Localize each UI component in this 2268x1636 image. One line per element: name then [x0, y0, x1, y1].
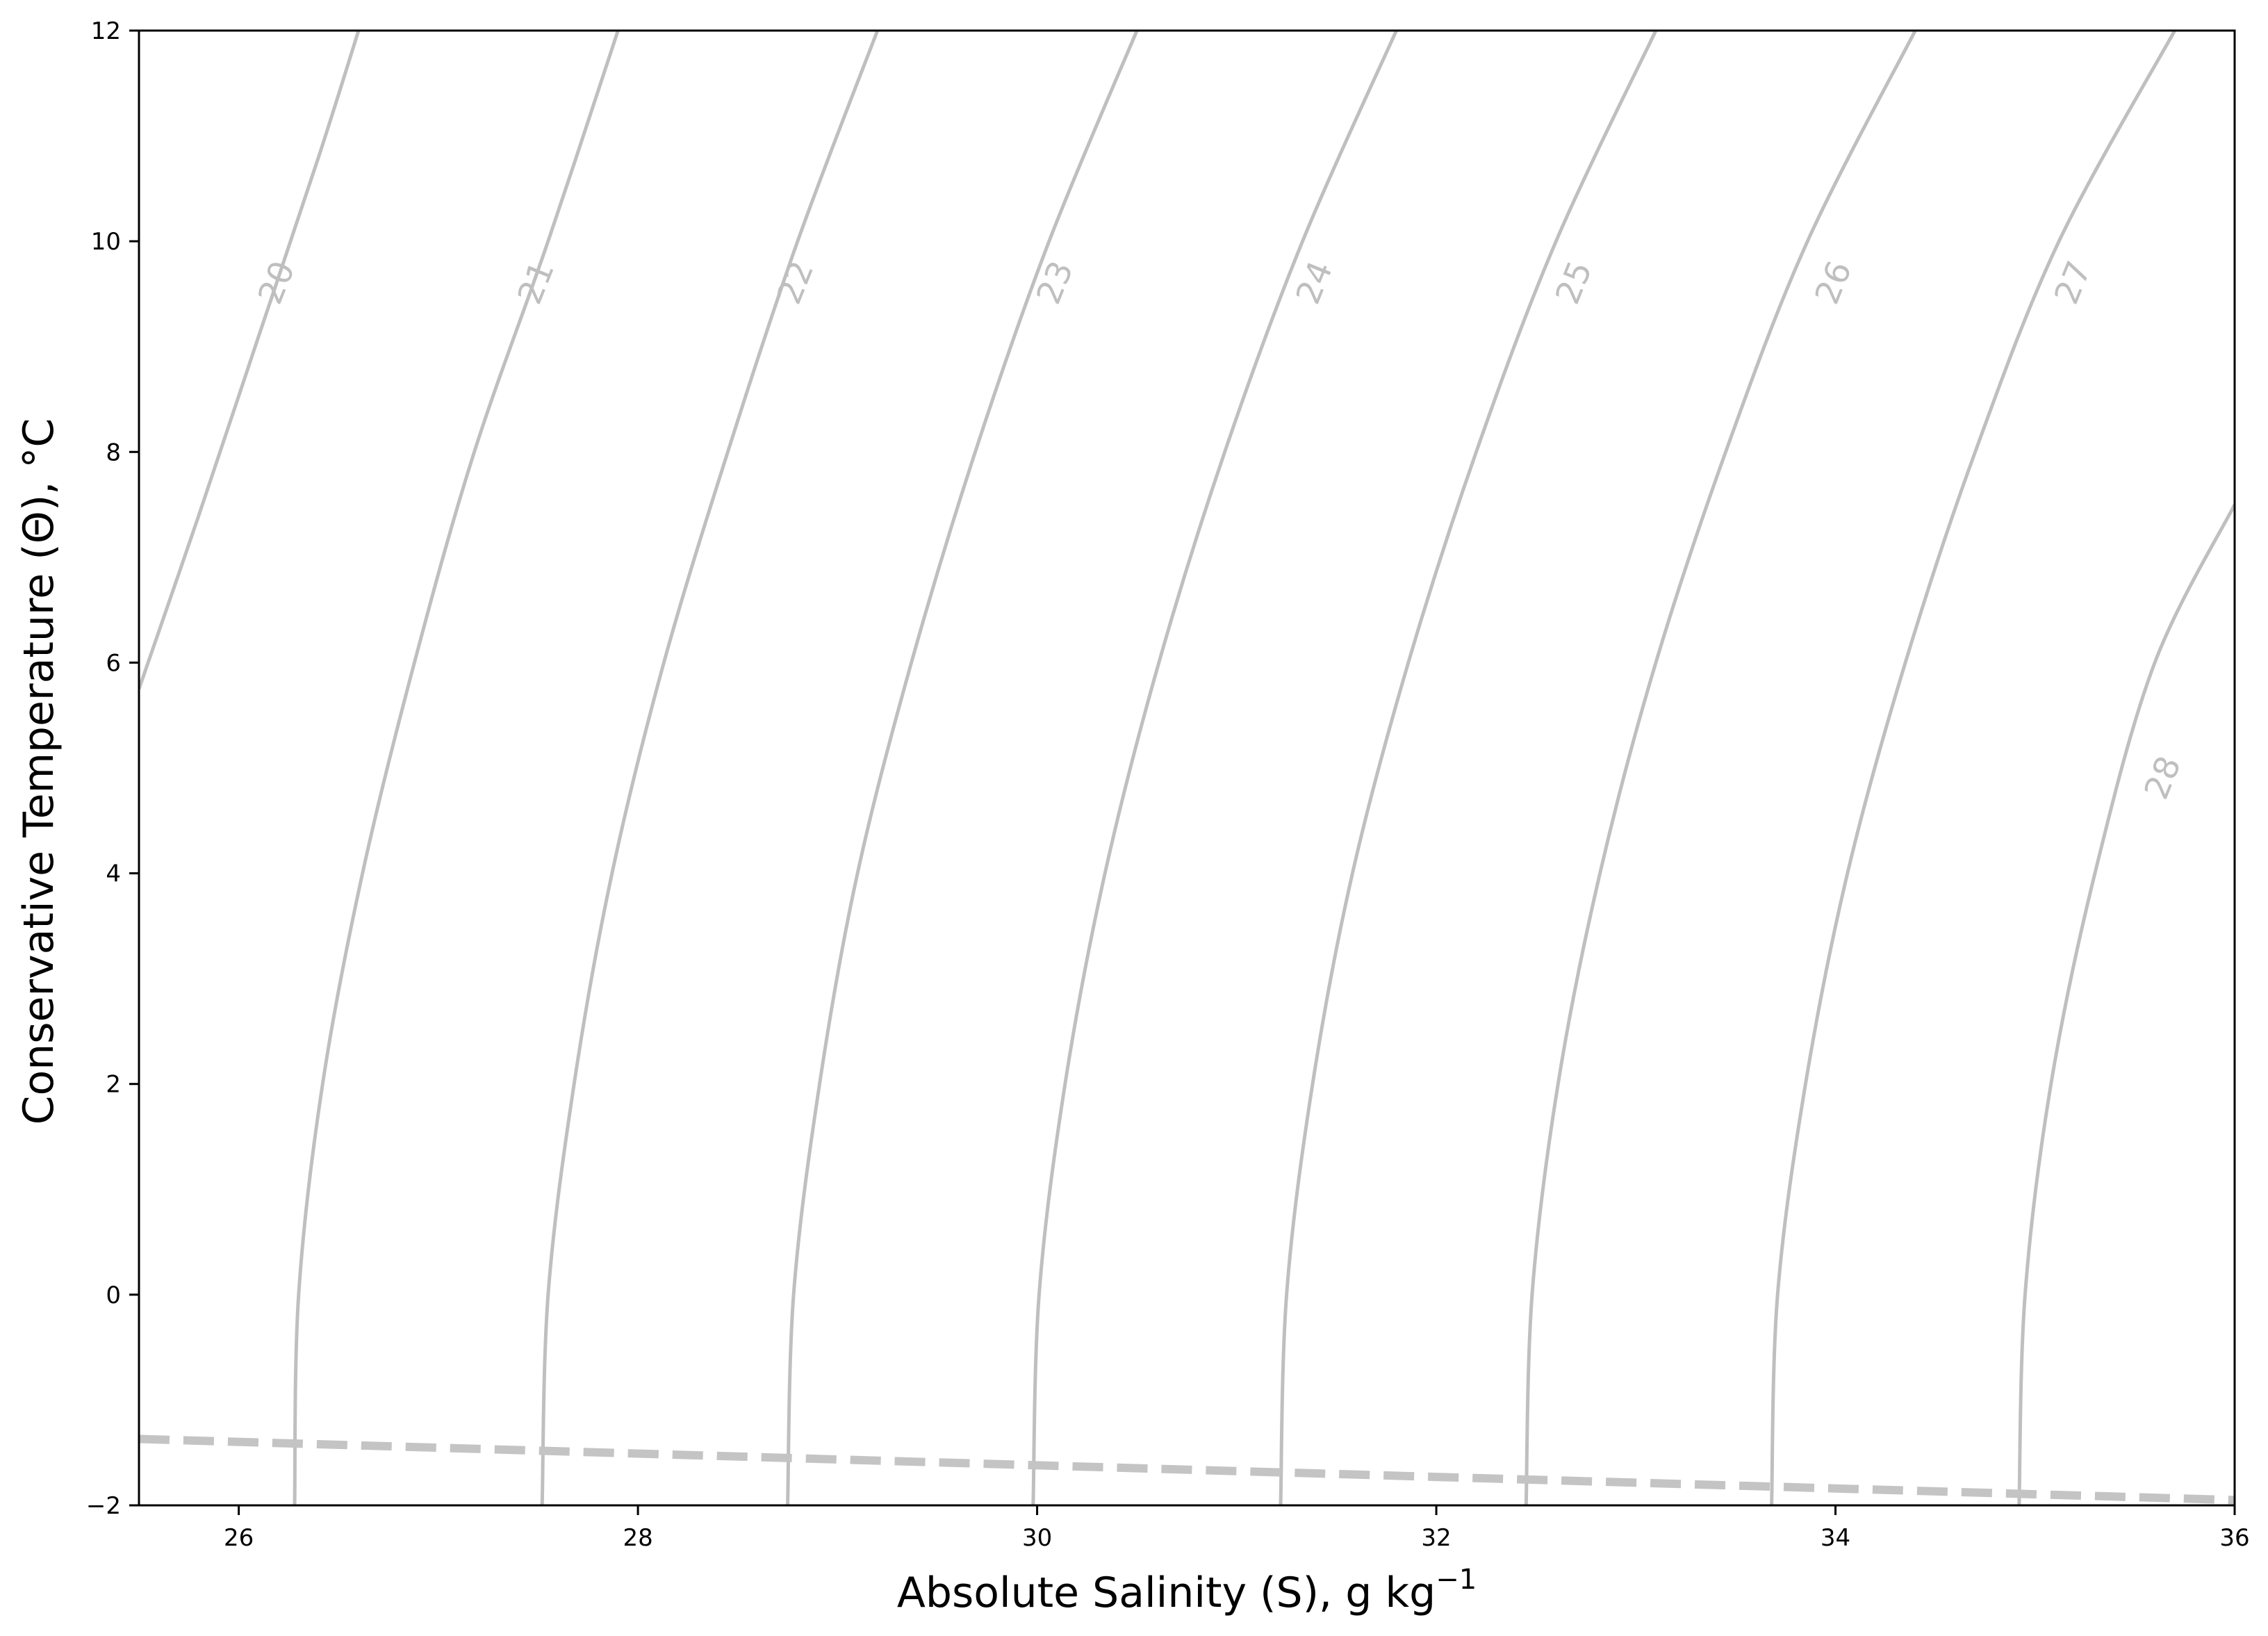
- y-tick-label: 6: [106, 649, 121, 677]
- y-tick-label: 4: [106, 860, 121, 888]
- x-tick-label: 36: [2219, 1524, 2249, 1552]
- contour-label-27: 27: [2047, 256, 2099, 310]
- plot-frame: [138, 29, 2236, 1507]
- contour-label-28: 28: [2137, 751, 2189, 805]
- y-tick-label: 8: [106, 439, 121, 466]
- x-axis: 26 28 30 32 34 36: [224, 1505, 2250, 1552]
- y-tick-label: 2: [106, 1071, 121, 1099]
- contour-line-23: [786, 31, 1139, 1505]
- contour-line-26: [1524, 31, 1917, 1505]
- contour-line-27: [1770, 31, 2176, 1505]
- isopycnal-contours: [139, 31, 2235, 1505]
- contour-label-26: 26: [1807, 256, 1859, 310]
- y-axis-label: Conservative Temperature (Θ), °C: [15, 418, 63, 1125]
- contour-line-21: [293, 31, 620, 1505]
- freezing-line: [139, 1434, 2235, 1505]
- contour-line-25: [1279, 31, 1658, 1505]
- x-axis-label-text: Absolute Salinity (S), g kg: [897, 1569, 1436, 1617]
- contour-line-20: [139, 31, 361, 690]
- y-tick-label: −2: [86, 1492, 121, 1520]
- contour-label-25: 25: [1548, 256, 1600, 310]
- contour-line-22: [540, 31, 880, 1505]
- x-axis-label-superscript: −1: [1436, 1564, 1477, 1596]
- y-axis: −2 0 2 4 6 8 10 12: [86, 17, 139, 1520]
- contour-line-28: [2017, 503, 2235, 1505]
- contour-label-24: 24: [1289, 256, 1341, 310]
- contour-label-21: 21: [510, 256, 562, 310]
- x-tick-label: 32: [1421, 1524, 1451, 1552]
- y-tick-label: 0: [106, 1282, 121, 1309]
- contour-label-23: 23: [1029, 256, 1081, 310]
- x-tick-label: 26: [224, 1524, 254, 1552]
- x-tick-label: 30: [1022, 1524, 1052, 1552]
- contour-line-24: [1031, 31, 1398, 1505]
- y-tick-label: 12: [91, 17, 121, 45]
- x-tick-label: 34: [1821, 1524, 1850, 1552]
- x-tick-label: 28: [623, 1524, 652, 1552]
- y-tick-label: 10: [91, 228, 121, 256]
- freezing-line-group: [139, 1434, 2235, 1505]
- x-axis-label: Absolute Salinity (S), g kg−1: [897, 1564, 1477, 1617]
- contour-label-20: 20: [251, 256, 303, 310]
